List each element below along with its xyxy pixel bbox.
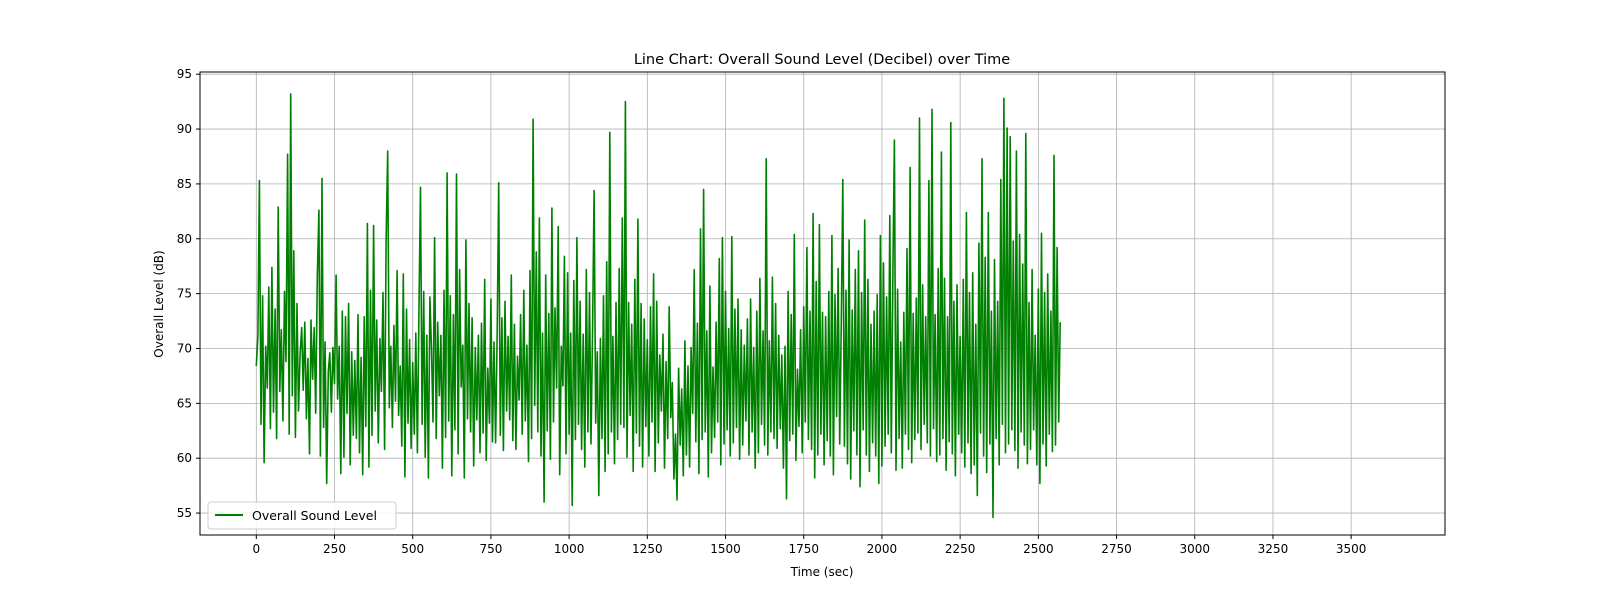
legend-label: Overall Sound Level bbox=[252, 508, 377, 523]
chart-title: Line Chart: Overall Sound Level (Decibel… bbox=[634, 52, 1010, 68]
y-tick-label: 60 bbox=[177, 451, 192, 465]
x-tick-label: 1750 bbox=[788, 542, 819, 556]
legend: Overall Sound Level bbox=[207, 501, 397, 530]
x-tick-label: 3250 bbox=[1258, 542, 1289, 556]
x-tick-label: 500 bbox=[401, 542, 424, 556]
y-tick-label: 55 bbox=[177, 506, 192, 520]
y-tick-label: 80 bbox=[177, 232, 192, 246]
legend-box bbox=[207, 501, 397, 530]
y-axis-ticks: 55 60 65 70 75 80 85 90 95 bbox=[177, 67, 200, 520]
x-tick-label: 750 bbox=[479, 542, 502, 556]
x-tick-label: 1000 bbox=[554, 542, 585, 556]
x-tick-label: 2500 bbox=[1023, 542, 1054, 556]
y-axis-label: Overall Level (dB) bbox=[152, 250, 166, 357]
y-tick-label: 95 bbox=[177, 67, 192, 81]
y-tick-label: 70 bbox=[177, 341, 192, 355]
x-axis-ticks: 0 250 500 750 1000 1250 1500 1750 2000 2250 2500 27… bbox=[252, 535, 1366, 556]
x-tick-label: 0 bbox=[252, 542, 260, 556]
x-tick-label: 3000 bbox=[1179, 542, 1210, 556]
series-layer bbox=[255, 93, 1061, 519]
y-tick-label: 65 bbox=[177, 396, 192, 410]
x-tick-label: 1500 bbox=[710, 542, 741, 556]
x-tick-label: 2000 bbox=[867, 542, 898, 556]
y-tick-label: 75 bbox=[177, 287, 192, 301]
x-tick-label: 1250 bbox=[632, 542, 663, 556]
x-tick-label: 2250 bbox=[945, 542, 976, 556]
y-tick-label: 85 bbox=[177, 177, 192, 191]
plot-frame bbox=[199, 71, 1446, 536]
series-line-0 bbox=[255, 93, 1061, 519]
x-tick-label: 3500 bbox=[1336, 542, 1367, 556]
x-tick-label: 250 bbox=[323, 542, 346, 556]
y-tick-label: 90 bbox=[177, 122, 192, 136]
x-axis-label: Time (sec) bbox=[790, 565, 854, 579]
x-tick-label: 2750 bbox=[1101, 542, 1132, 556]
